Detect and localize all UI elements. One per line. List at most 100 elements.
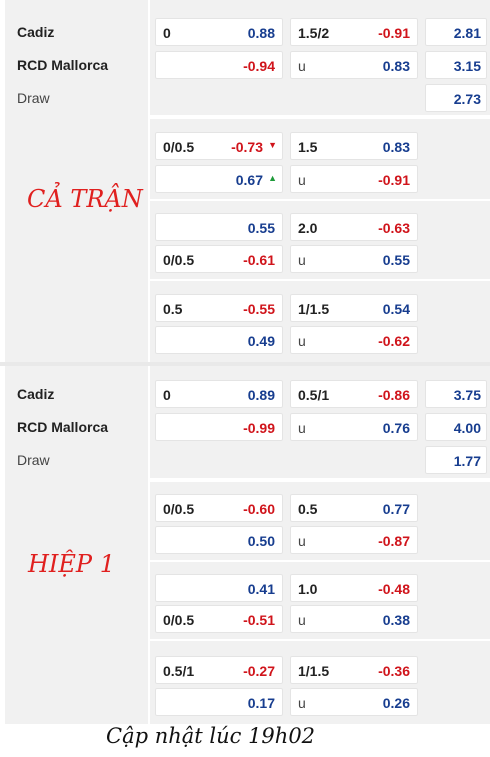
handicap-home-cell[interactable]: 0/0.5 -0.73 ▼: [155, 132, 283, 160]
alt-market-block: 0.55 0/0.5 -0.61 2.0 -0.63 u 0.55: [150, 201, 490, 279]
handicap-odds: -0.51: [243, 612, 275, 628]
handicap-odds: -0.55: [243, 301, 275, 317]
main-market-block: 0 0.89 -0.99 0.5/1 -0.86 u 0.76 3.75 4.0…: [150, 366, 490, 478]
1x2-home-cell[interactable]: 2.81: [425, 18, 487, 46]
1x2-odds: 1.77: [453, 453, 481, 469]
over-odds: 0.83: [382, 139, 410, 155]
over-cell[interactable]: 1/1.5 0.54: [290, 294, 418, 322]
handicap-home-cell[interactable]: 0/0.5 -0.60: [155, 494, 283, 522]
team-column: Cadiz RCD Mallorca Draw: [5, 0, 148, 362]
handicap-line: 0: [163, 387, 171, 403]
handicap-line: 0/0.5: [163, 252, 195, 268]
1x2-odds: 3.15: [453, 58, 481, 74]
handicap-home-cell[interactable]: 0.5 -0.55: [155, 294, 283, 322]
under-cell[interactable]: u -0.87: [290, 526, 418, 554]
handicap-line: 0: [163, 25, 171, 41]
handicap-home-cell[interactable]: 0 0.89: [155, 380, 283, 408]
full-match-section: Cadiz RCD Mallorca Draw CẢ TRẬN 0 0.88 -…: [0, 0, 490, 362]
handicap-odds: 0.17: [247, 695, 275, 711]
under-marker: u: [298, 695, 306, 711]
over-odds: -0.86: [378, 387, 410, 403]
first-half-section: Cadiz RCD Mallorca Draw HIỆP 1 0 0.89 -0…: [0, 366, 490, 724]
alt-market-block: 0/0.5 -0.60 0.50 0.5 0.77 u -0.87: [150, 482, 490, 560]
handicap-odds: -0.99: [243, 420, 275, 436]
handicap-home-cell[interactable]: 0.55: [155, 213, 283, 241]
update-time-caption: Cập nhật lúc 19h02: [106, 724, 316, 748]
under-odds: 0.38: [382, 612, 410, 628]
handicap-home-cell[interactable]: 0 0.88: [155, 18, 283, 46]
under-marker: u: [298, 333, 306, 349]
1x2-odds: 4.00: [453, 420, 481, 436]
home-team-name: Cadiz: [17, 386, 55, 402]
over-odds: 0.54: [382, 301, 410, 317]
under-marker: u: [298, 420, 306, 436]
1x2-home-cell[interactable]: 3.75: [425, 380, 487, 408]
handicap-away-cell[interactable]: 0/0.5 -0.61: [155, 245, 283, 273]
handicap-odds: -0.61: [243, 252, 275, 268]
over-cell[interactable]: 1.5 0.83: [290, 132, 418, 160]
over-cell[interactable]: 1.0 -0.48: [290, 574, 418, 602]
under-cell[interactable]: u -0.62: [290, 326, 418, 354]
section-divider: [0, 362, 490, 366]
over-cell[interactable]: 2.0 -0.63: [290, 213, 418, 241]
handicap-odds: 0.55: [247, 220, 275, 236]
over-under-line: 1/1.5: [298, 663, 330, 679]
handicap-home-cell[interactable]: 0.41: [155, 574, 283, 602]
over-under-line: 0.5/1: [298, 387, 330, 403]
handicap-away-cell[interactable]: 0.50: [155, 526, 283, 554]
over-cell[interactable]: 1.5/2 -0.91: [290, 18, 418, 46]
over-odds: -0.48: [378, 581, 410, 597]
away-team-name: RCD Mallorca: [17, 419, 109, 435]
1x2-away-cell[interactable]: 3.15: [425, 51, 487, 79]
alt-market-block: 0/0.5 -0.73 ▼ 0.67 ▲ 1.5 0.83 u -0.91: [150, 119, 490, 199]
over-odds: -0.36: [378, 663, 410, 679]
main-market-block: 0 0.88 -0.94 1.5/2 -0.91 u 0.83 2.81 3.1…: [150, 0, 490, 115]
handicap-away-cell[interactable]: 0/0.5 -0.51: [155, 605, 283, 633]
over-odds: -0.63: [378, 220, 410, 236]
under-odds: -0.91: [378, 172, 410, 188]
over-cell[interactable]: 0.5/1 -0.86: [290, 380, 418, 408]
over-odds: -0.91: [378, 25, 410, 41]
over-odds: 0.77: [382, 501, 410, 517]
handicap-home-cell[interactable]: 0.5/1 -0.27: [155, 656, 283, 684]
1x2-away-cell[interactable]: 4.00: [425, 413, 487, 441]
handicap-line: 0/0.5: [163, 612, 195, 628]
handicap-away-cell[interactable]: -0.99: [155, 413, 283, 441]
over-under-line: 1.5/2: [298, 25, 330, 41]
alt-market-block: 0.5 -0.55 0.49 1/1.5 0.54 u -0.62: [150, 281, 490, 362]
handicap-odds: -0.27: [243, 663, 275, 679]
handicap-away-cell[interactable]: 0.49: [155, 326, 283, 354]
handicap-line: 0.5/1: [163, 663, 195, 679]
handicap-away-cell[interactable]: 0.67 ▲: [155, 165, 283, 193]
draw-label: Draw: [17, 452, 50, 468]
under-cell[interactable]: u -0.91: [290, 165, 418, 193]
under-odds: 0.76: [382, 420, 410, 436]
section-label: HIỆP 1: [28, 550, 115, 578]
handicap-odds: 0.41: [247, 581, 275, 597]
under-odds: -0.87: [378, 533, 410, 549]
handicap-away-cell[interactable]: 0.17: [155, 688, 283, 716]
draw-label: Draw: [17, 90, 50, 106]
under-marker: u: [298, 58, 306, 74]
odds-up-icon: ▲: [268, 173, 277, 183]
1x2-draw-cell[interactable]: 2.73: [425, 84, 487, 112]
handicap-odds: -0.94: [243, 58, 275, 74]
1x2-draw-cell[interactable]: 1.77: [425, 446, 487, 474]
over-cell[interactable]: 0.5 0.77: [290, 494, 418, 522]
under-cell[interactable]: u 0.38: [290, 605, 418, 633]
handicap-away-cell[interactable]: -0.94: [155, 51, 283, 79]
handicap-line: 0/0.5: [163, 501, 195, 517]
over-under-line: 1.0: [298, 581, 318, 597]
alt-market-block: 0.5/1 -0.27 0.17 1/1.5 -0.36 u 0.26: [150, 641, 490, 724]
over-under-line: 0.5: [298, 501, 318, 517]
under-cell[interactable]: u 0.26: [290, 688, 418, 716]
under-cell[interactable]: u 0.83: [290, 51, 418, 79]
under-cell[interactable]: u 0.55: [290, 245, 418, 273]
over-cell[interactable]: 1/1.5 -0.36: [290, 656, 418, 684]
under-odds: 0.83: [382, 58, 410, 74]
1x2-odds: 2.73: [453, 91, 481, 107]
handicap-odds: -0.60: [243, 501, 275, 517]
under-marker: u: [298, 252, 306, 268]
odds-down-icon: ▼: [268, 140, 277, 150]
under-cell[interactable]: u 0.76: [290, 413, 418, 441]
